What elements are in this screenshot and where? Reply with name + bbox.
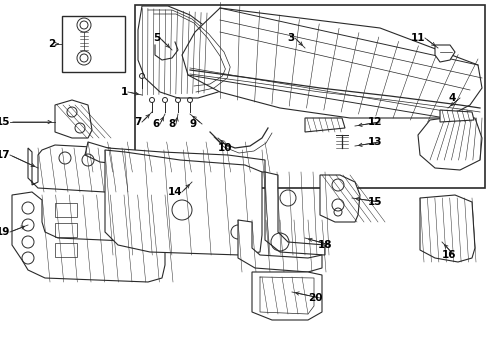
Text: 20: 20: [308, 293, 322, 303]
Bar: [135, 5, 485, 188]
Polygon shape: [28, 145, 122, 192]
Text: 12: 12: [368, 117, 383, 127]
Polygon shape: [418, 118, 482, 170]
Text: 1: 1: [121, 87, 128, 97]
Polygon shape: [12, 192, 165, 282]
Polygon shape: [55, 100, 92, 138]
Text: 6: 6: [153, 119, 160, 129]
Bar: [55, 243, 77, 257]
Text: 10: 10: [218, 143, 232, 153]
Text: 15: 15: [368, 197, 383, 207]
Bar: [55, 203, 77, 217]
Bar: [62, 16, 125, 72]
Polygon shape: [320, 175, 360, 222]
Text: 7: 7: [135, 117, 142, 127]
Text: 16: 16: [442, 250, 457, 260]
Text: 4: 4: [448, 93, 455, 103]
Polygon shape: [105, 150, 262, 255]
Polygon shape: [305, 118, 345, 132]
Text: 11: 11: [411, 33, 425, 43]
Polygon shape: [420, 195, 475, 262]
Polygon shape: [182, 8, 482, 118]
Text: 13: 13: [368, 137, 383, 147]
Text: 5: 5: [153, 33, 160, 43]
Polygon shape: [440, 110, 474, 122]
Text: 15: 15: [0, 117, 10, 127]
Text: 3: 3: [288, 33, 295, 43]
Text: 8: 8: [169, 119, 176, 129]
Text: 19: 19: [0, 227, 10, 237]
Text: 2: 2: [48, 39, 55, 49]
Text: 14: 14: [168, 187, 182, 197]
Polygon shape: [265, 172, 325, 255]
Bar: [55, 223, 77, 237]
Polygon shape: [85, 142, 265, 172]
Polygon shape: [238, 220, 322, 272]
Polygon shape: [435, 45, 455, 62]
Text: 18: 18: [318, 240, 333, 250]
Polygon shape: [252, 272, 322, 320]
Polygon shape: [138, 6, 235, 98]
Text: 9: 9: [190, 119, 197, 129]
Text: 17: 17: [0, 150, 10, 160]
